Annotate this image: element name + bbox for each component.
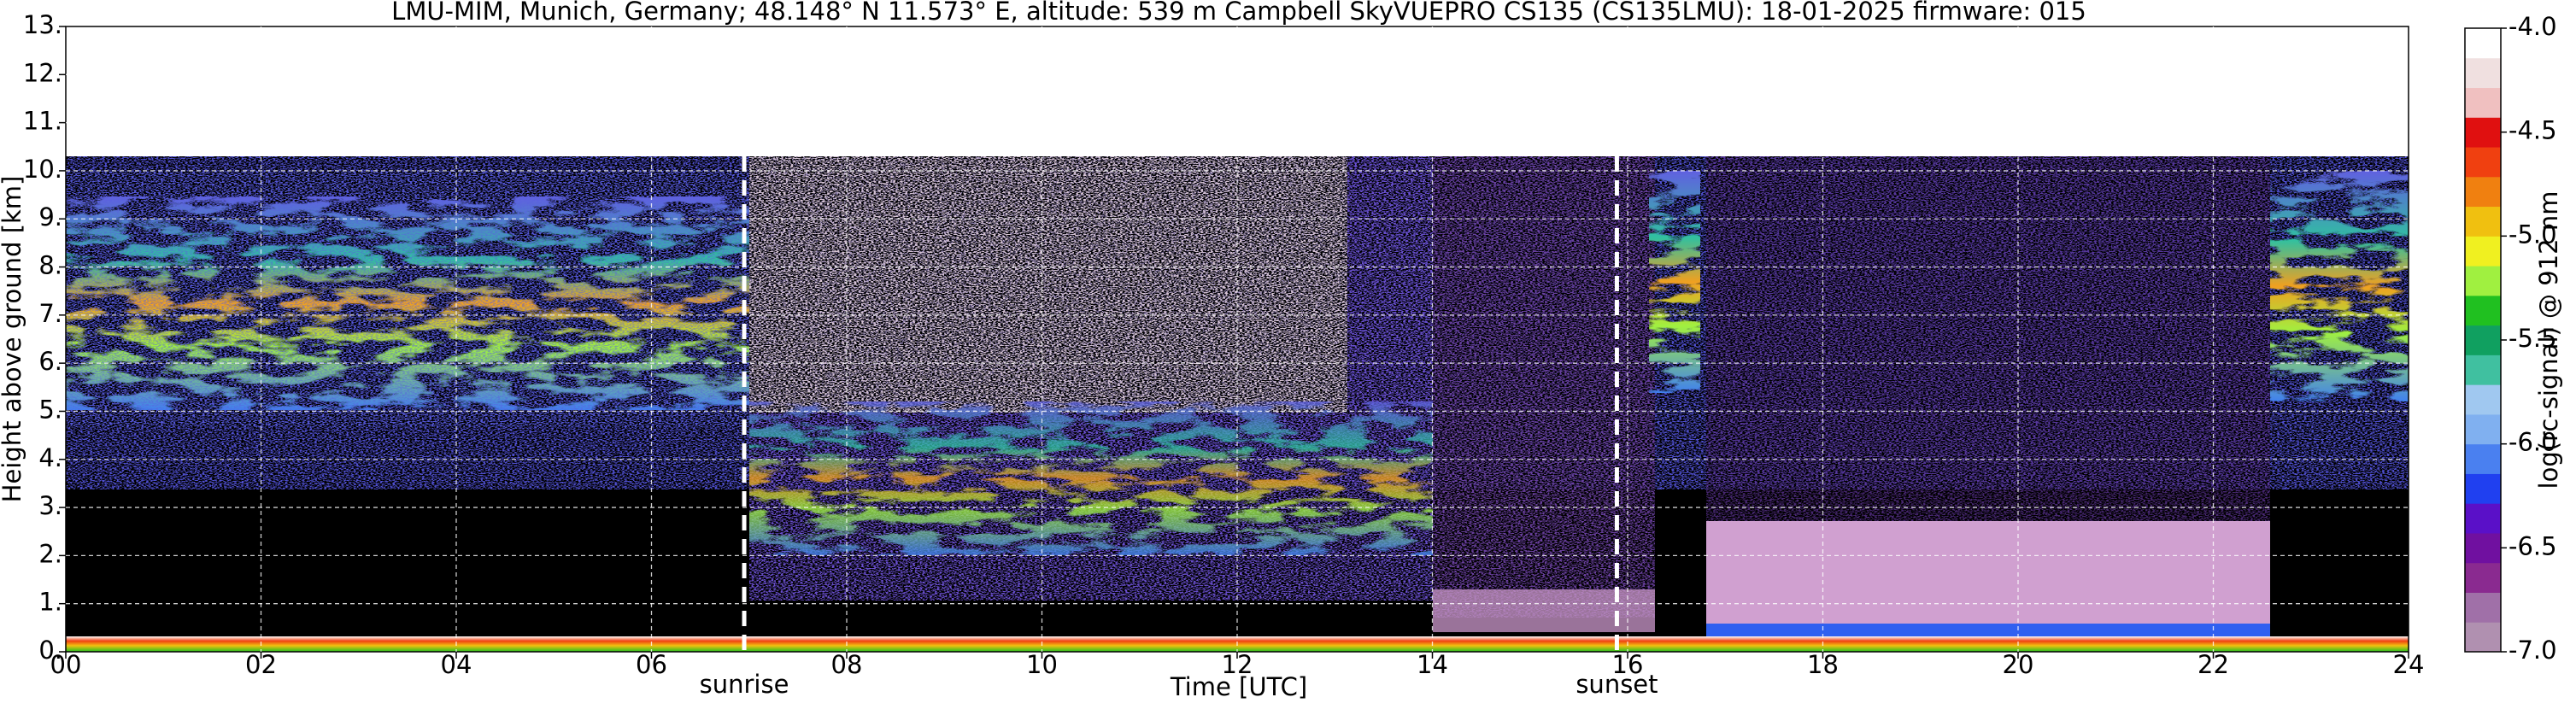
x-tick-label: 20 [2003, 650, 2034, 679]
y-tick-label: 11. [23, 107, 62, 136]
x-tick-label: 22 [2198, 650, 2229, 679]
colorbar-swatch [2465, 592, 2501, 623]
colorbar-swatch [2465, 206, 2501, 237]
colorbar-swatch [2465, 503, 2501, 534]
x-tick-label: 18 [1807, 650, 1839, 679]
colorbar-tick-label: -6.5 [2509, 531, 2557, 560]
annotation-label: sunset [1576, 670, 1658, 699]
colorbar-swatch [2465, 384, 2501, 415]
y-tick-label: 13. [23, 10, 62, 39]
x-tick-label: 24 [2393, 650, 2425, 679]
colorbar-swatch [2465, 266, 2501, 296]
y-tick-label: 12. [23, 58, 62, 87]
x-tick-label: 12 [1222, 650, 1253, 679]
y-tick-label: 9. [38, 202, 62, 231]
y-axis-label: Height above ground [km] [0, 176, 26, 503]
y-tick-label: 8. [38, 251, 62, 280]
colorbar-tick-label: -5.5 [2509, 324, 2557, 353]
y-tick-label: 1. [38, 588, 62, 617]
colorbar-swatch [2465, 622, 2501, 653]
x-tick-label: 06 [636, 650, 667, 679]
colorbar-swatch [2465, 354, 2501, 385]
y-tick-label: 2. [38, 539, 62, 568]
colorbar-swatch [2465, 295, 2501, 326]
colorbar-tick-label: -4.0 [2509, 12, 2557, 41]
colorbar-swatch [2465, 562, 2501, 593]
y-tick-label: 0. [38, 636, 62, 665]
y-tick-label: 3. [38, 491, 62, 520]
colorbar-swatch [2465, 57, 2501, 89]
colorbar-swatch [2465, 443, 2501, 474]
y-tick-label: 7. [38, 299, 62, 328]
colorbar-swatch [2465, 87, 2501, 118]
colorbar-tick-label: -7.0 [2509, 636, 2557, 665]
y-tick-label: 10. [23, 155, 62, 184]
colorbar-swatch [2465, 28, 2501, 59]
annotation-label: sunrise [700, 670, 789, 699]
colorbar-tick-label: -4.5 [2509, 116, 2557, 145]
y-tick-label: 5. [38, 395, 62, 424]
colorbar-swatch [2465, 147, 2501, 178]
x-axis-label: Time [UTC] [1170, 672, 1307, 701]
colorbar-swatch [2465, 117, 2501, 148]
colorbar-swatch [2465, 325, 2501, 355]
x-tick-label: 10 [1026, 650, 1058, 679]
x-tick-label: 00 [50, 650, 82, 679]
x-tick-label: 14 [1417, 650, 1448, 679]
colorbar-swatch [2465, 413, 2501, 445]
x-tick-label: 02 [245, 650, 277, 679]
colorbar-swatch [2465, 473, 2501, 504]
colorbar-tick-label: -5.0 [2509, 220, 2557, 249]
colorbar-label: log(rc-signal) @ 912 nm [2534, 191, 2563, 489]
colorbar-swatch [2465, 532, 2501, 564]
x-tick-label: 04 [441, 650, 472, 679]
chart-title: LMU-MIM, Munich, Germany; 48.148° N 11.5… [391, 0, 2086, 26]
x-tick-label: 16 [1612, 650, 1644, 679]
colorbar-swatch [2465, 176, 2501, 208]
colorbar-swatch [2465, 236, 2501, 267]
y-tick-label: 4. [38, 443, 62, 472]
x-tick-label: 08 [831, 650, 863, 679]
y-tick-label: 6. [38, 347, 62, 376]
colorbar-tick-label: -6.0 [2509, 428, 2557, 457]
